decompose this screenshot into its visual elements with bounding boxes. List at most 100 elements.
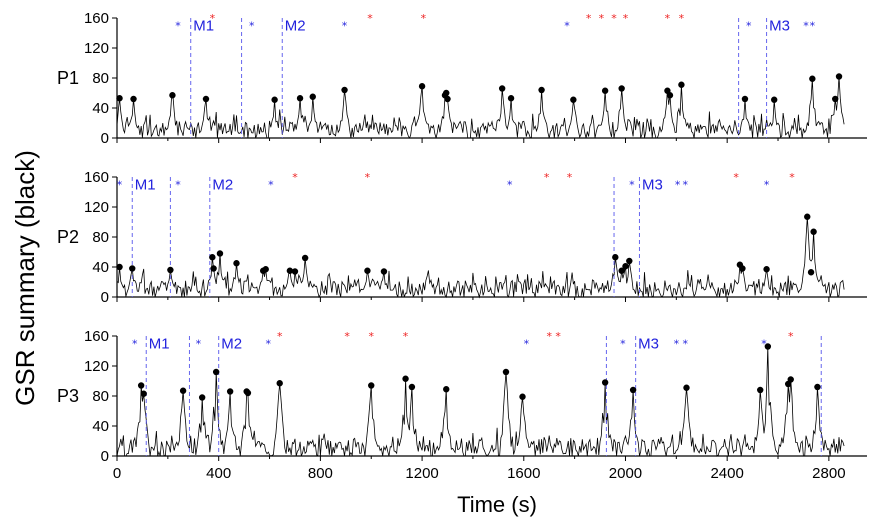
red-star-marker: * [665,12,671,25]
marker-label-m3: M3 [769,18,790,35]
peak-point [807,269,815,276]
peak-point [198,394,206,401]
y-tick-label: 160 [84,10,109,27]
peak-point [116,263,123,271]
peak-point [810,228,817,235]
y-tick-label: 0 [101,448,109,465]
x-tick-label: 2000 [609,465,642,482]
peak-point [167,266,174,274]
y-tick-label: 40 [92,259,109,276]
blue-star-marker: * [564,20,570,33]
peak-point [443,386,450,393]
panel-label: P3 [57,386,79,406]
red-star-marker: * [623,12,629,25]
blue-star-marker: * [175,179,181,192]
red-star-marker: * [368,330,374,343]
y-tick-label: 80 [92,229,109,246]
x-tick-label: 800 [308,465,333,482]
marker-label-m3: M3 [642,177,663,194]
peak-point [202,95,210,103]
peak-point [402,375,409,382]
peak-point [678,81,685,88]
y-tick-label: 120 [84,199,109,216]
y-tick-label: 120 [84,40,109,57]
blue-star-marker: * [175,20,181,33]
peak-point [771,96,778,103]
peak-point [601,87,609,94]
y-tick-label: 40 [92,418,109,435]
peak-point [739,265,746,272]
blue-star-marker: * [629,179,635,192]
peak-point [309,93,316,100]
peak-point [169,92,176,99]
peak-point [622,263,629,270]
peak-point [271,96,278,103]
y-tick-label: 40 [92,100,109,117]
panel-label: P2 [57,227,79,247]
marker-label-m1: M1 [149,336,170,353]
peak-point [618,267,625,274]
peak-point [301,254,309,262]
blue-star-marker: * [342,20,348,33]
peak-point [368,382,375,389]
red-star-marker: * [210,12,216,25]
x-tick-label: 1200 [405,465,438,482]
peak-point [130,95,137,103]
blue-star-marker: * [675,179,681,192]
blue-star-marker: * [524,338,530,351]
blue-star-marker: * [117,179,123,192]
peak-point [832,95,839,103]
red-star-marker: * [277,330,283,343]
blue-star-marker: * [761,338,767,351]
peak-point [212,368,220,376]
peak-point [296,95,304,102]
y-tick-label: 80 [92,388,109,405]
panel-label: P1 [57,68,79,88]
y-tick-label: 80 [92,70,109,87]
y-tick-label: 160 [84,169,109,186]
peak-point [618,85,625,92]
blue-star-marker: * [746,20,752,33]
blue-star-marker: * [268,179,274,192]
marker-label-m2: M2 [212,177,233,194]
peak-point [291,268,299,275]
peak-point [741,95,749,103]
peak-point [629,386,637,394]
y-tick-label: 0 [101,130,109,147]
peak-point [814,383,821,391]
marker-label-m3: M3 [638,336,659,353]
red-star-marker: * [292,171,298,184]
peak-point [666,92,674,99]
peak-point [757,386,764,394]
peak-point [519,393,526,400]
peak-point [209,254,216,261]
peak-point [601,379,609,386]
peak-point [226,388,234,395]
marker-label-m1: M1 [193,18,214,35]
peak-point [233,260,240,267]
red-star-marker: * [367,12,373,25]
blue-star-marker: * [682,179,688,192]
peak-point [502,368,510,376]
peak-point [244,389,252,397]
blue-star-marker: * [803,20,809,33]
blue-star-marker: * [620,338,626,351]
blue-star-marker: * [266,338,272,351]
peak-point [262,266,269,273]
red-star-marker: * [733,171,739,184]
peak-point [137,382,145,389]
peak-point [364,267,371,274]
y-tick-label: 160 [84,328,109,345]
peak-point [443,89,450,97]
marker-label-m2: M2 [285,18,306,35]
red-star-marker: * [789,171,795,184]
x-tick-label: 400 [206,465,231,482]
blue-star-marker: * [132,338,138,351]
gsr-trace [116,346,845,457]
x-tick-label: 2400 [710,465,743,482]
x-axis-label: Time (s) [457,492,537,517]
peak-point [787,376,794,383]
